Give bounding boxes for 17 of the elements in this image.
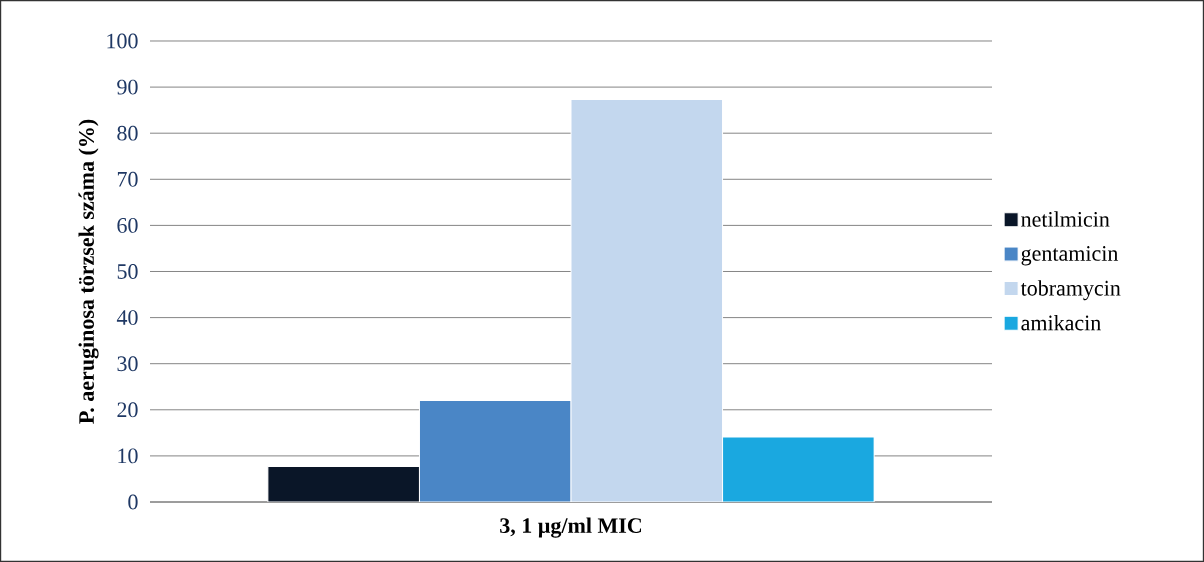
- y-tick-label: 20: [117, 402, 138, 418]
- legend-label: netilmicin: [1021, 211, 1110, 227]
- y-tick-label: 90: [117, 79, 138, 95]
- legend-label: amikacin: [1021, 314, 1101, 331]
- legend-label: tobramycin: [1020, 280, 1121, 301]
- x-tick-label: 3, 1 µg/ml MIC: [500, 517, 642, 538]
- y-tick-label: 60: [117, 217, 138, 233]
- y-tick-label: 30: [117, 356, 138, 372]
- y-tick-label: 50: [117, 264, 138, 279]
- y-tick-label: 70: [117, 171, 138, 187]
- legend-label: gentamicin: [1021, 246, 1119, 266]
- y-axis-title: P. aeruginosa törzsek száma (%): [78, 119, 99, 424]
- y-tick-label: 10: [118, 448, 138, 464]
- y-tick-label: 80: [117, 125, 138, 141]
- y-tick-label: 40: [116, 310, 138, 326]
- y-tick-label: 100: [107, 33, 138, 49]
- y-tick-label: 0: [128, 494, 138, 510]
